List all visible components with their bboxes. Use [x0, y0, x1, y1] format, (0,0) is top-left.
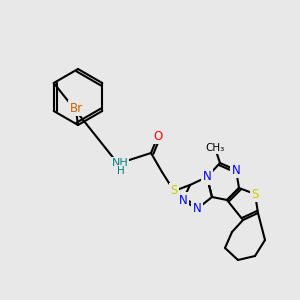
- Text: O: O: [153, 130, 163, 142]
- Text: H: H: [117, 166, 125, 176]
- Text: Br: Br: [69, 101, 82, 115]
- Text: N: N: [193, 202, 201, 215]
- Text: CH₃: CH₃: [206, 143, 225, 153]
- Text: S: S: [170, 184, 178, 197]
- Text: NH: NH: [112, 158, 128, 168]
- Text: N: N: [232, 164, 240, 176]
- Text: N: N: [178, 194, 188, 206]
- Text: S: S: [251, 188, 259, 200]
- Text: N: N: [202, 170, 211, 184]
